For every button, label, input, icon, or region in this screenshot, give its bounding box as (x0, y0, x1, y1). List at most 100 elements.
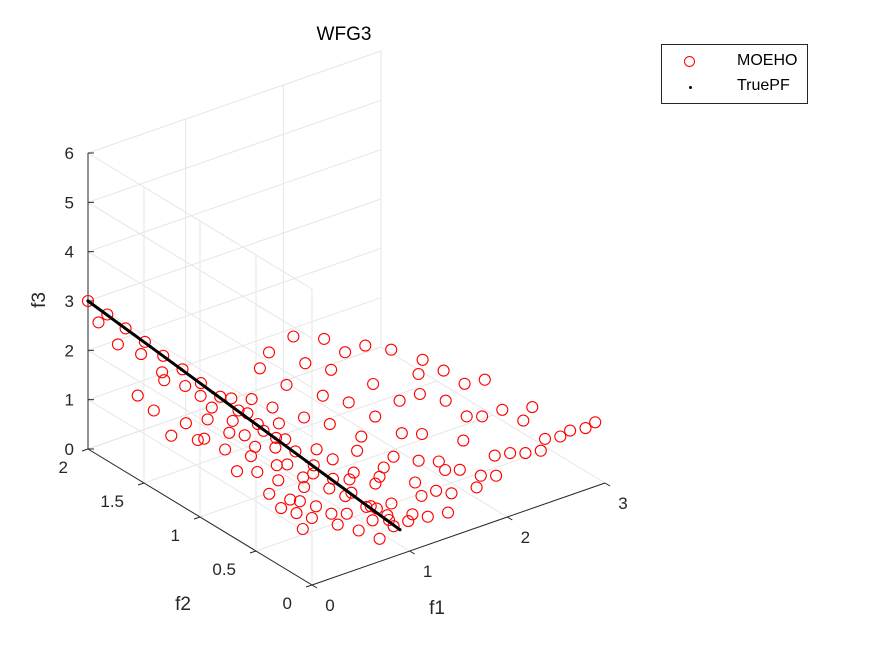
moeho-point (342, 396, 355, 409)
legend-label: TruePF (737, 77, 790, 94)
y-tick-label: 0.5 (212, 560, 236, 579)
moeho-point (310, 443, 323, 456)
y-tick-label: 0 (283, 594, 292, 613)
truepf-point (304, 459, 308, 463)
moeho-point (589, 416, 602, 429)
moeho-point (415, 427, 429, 441)
grid-line (87, 152, 313, 290)
moeho-point (266, 401, 279, 414)
tick-marks (81, 152, 611, 589)
moeho-point (416, 353, 429, 366)
moeho-point (101, 308, 114, 321)
moeho-point (297, 471, 310, 484)
truepf-point (273, 436, 277, 440)
moeho-point (270, 431, 283, 444)
moeho-point (395, 427, 408, 440)
moeho-point (326, 453, 339, 466)
truepf-point (180, 368, 184, 372)
moeho-point (343, 473, 356, 486)
moeho-point (366, 514, 379, 527)
moeho-point (554, 430, 567, 443)
moeho-point (92, 316, 105, 329)
grid-line (87, 201, 313, 339)
moeho-point (351, 444, 364, 457)
moeho-point (201, 413, 214, 426)
moeho-point (331, 518, 344, 531)
moeho-point (382, 513, 396, 527)
z-tick-label: 1 (65, 391, 74, 410)
moeho-point (198, 432, 211, 445)
moeho-point (439, 394, 452, 407)
moeho-point (290, 507, 303, 520)
axis-lines (87, 153, 606, 586)
moeho-point (488, 449, 501, 462)
y-tick-label: 1.5 (100, 492, 124, 511)
moeho-point (538, 432, 552, 445)
moeho-point (281, 458, 294, 471)
grid-line (87, 198, 382, 302)
x-tick (409, 550, 415, 555)
z-tick-label: 5 (65, 193, 74, 212)
x-tick-label: 0 (325, 596, 334, 615)
moeho-point (412, 454, 425, 467)
truepf-point (117, 322, 121, 326)
z-tick-label: 3 (65, 292, 74, 311)
moeho-point (219, 443, 232, 456)
z-tick-label: 6 (65, 144, 74, 163)
moeho-point (458, 377, 471, 390)
x-axis-line (311, 482, 606, 586)
moeho-point (119, 322, 132, 335)
moeho-point (316, 389, 329, 402)
y-tick (249, 550, 257, 554)
moeho-point (245, 393, 258, 406)
moeho-point (275, 502, 288, 515)
moeho-point (421, 510, 434, 523)
grid-line (87, 247, 382, 351)
moeho-point (504, 447, 517, 460)
moeho-point (347, 466, 360, 479)
y-tick (193, 516, 201, 520)
moeho-point (318, 332, 331, 345)
x-tick (604, 482, 611, 487)
moeho-point (579, 422, 592, 435)
legend[interactable]: MOEHO TruePF (661, 44, 808, 104)
moeho-point (272, 474, 285, 487)
moeho-point (517, 414, 530, 427)
moeho-point (457, 434, 470, 447)
moeho-point (364, 500, 377, 513)
moeho-point (147, 404, 160, 417)
moeho-point (415, 489, 428, 502)
moeho-point (519, 447, 532, 460)
moeho-point (355, 430, 368, 443)
moeho-point (205, 401, 218, 414)
moeho-point (194, 377, 207, 390)
legend-entry-moeho[interactable]: MOEHO (662, 50, 807, 74)
truepf-point (398, 528, 402, 532)
moeho-point (432, 455, 445, 468)
moeho-point (165, 429, 178, 442)
moeho-point (387, 520, 400, 533)
moeho-point (179, 379, 192, 393)
grid-line (143, 380, 438, 484)
moeho-point (298, 480, 311, 494)
circle-marker-icon (684, 56, 695, 67)
moeho-point (453, 463, 466, 476)
moeho-point (373, 470, 386, 483)
moeho-point (373, 532, 386, 545)
moeho-point (287, 330, 300, 343)
moeho-point (437, 364, 450, 377)
moeho-point (272, 417, 285, 430)
moeho-point (412, 367, 425, 381)
truepf-point (211, 390, 215, 395)
moeho-point (176, 363, 189, 376)
x-tick-label: 1 (423, 562, 432, 581)
moeho-point (345, 486, 358, 499)
moeho-point (297, 411, 311, 424)
moeho-point (526, 401, 539, 414)
moeho-point (478, 373, 491, 386)
truepf-point (335, 482, 340, 486)
moeho-point (476, 410, 489, 423)
legend-entry-truepf[interactable]: TruePF (662, 75, 807, 99)
moeho-point (490, 469, 503, 482)
moeho-point (135, 348, 148, 361)
